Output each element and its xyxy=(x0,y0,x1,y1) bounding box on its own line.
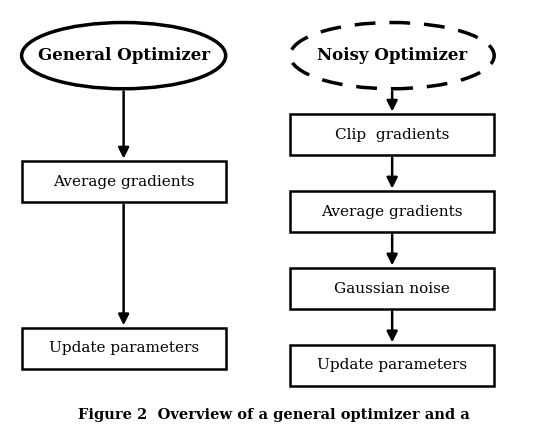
Ellipse shape xyxy=(21,23,226,89)
FancyBboxPatch shape xyxy=(290,191,494,232)
FancyBboxPatch shape xyxy=(21,161,226,202)
Text: Update parameters: Update parameters xyxy=(49,341,199,355)
Text: Average gradients: Average gradients xyxy=(321,204,463,218)
FancyBboxPatch shape xyxy=(21,328,226,368)
FancyBboxPatch shape xyxy=(290,114,494,155)
Text: Noisy Optimizer: Noisy Optimizer xyxy=(317,47,467,64)
Text: Update parameters: Update parameters xyxy=(317,358,467,372)
Text: Clip  gradients: Clip gradients xyxy=(335,128,449,142)
Text: General Optimizer: General Optimizer xyxy=(38,47,210,64)
FancyBboxPatch shape xyxy=(290,268,494,309)
Text: Average gradients: Average gradients xyxy=(53,175,195,189)
Ellipse shape xyxy=(290,23,494,89)
Text: Figure 2  Overview of a general optimizer and a: Figure 2 Overview of a general optimizer… xyxy=(78,408,470,422)
FancyBboxPatch shape xyxy=(290,345,494,386)
Text: Gaussian noise: Gaussian noise xyxy=(334,282,450,296)
